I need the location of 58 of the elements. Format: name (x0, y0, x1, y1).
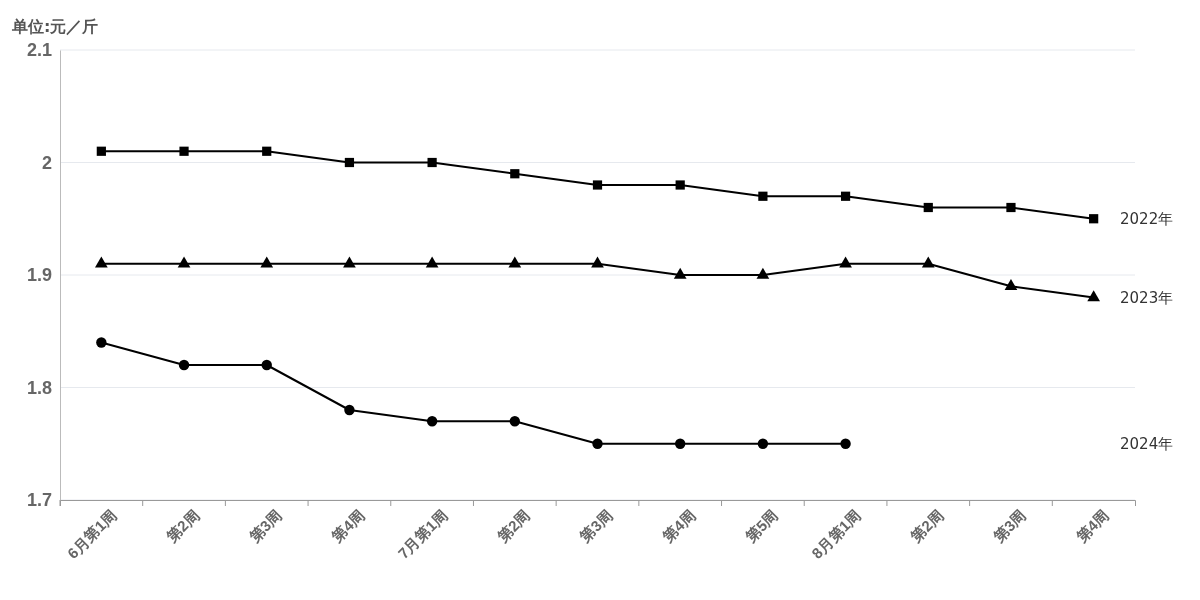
x-tick-label: 第2周 (906, 506, 947, 547)
x-tick-label: 第5周 (741, 506, 782, 547)
point (921, 256, 935, 268)
point (260, 256, 274, 268)
y-tick-label: 1.9 (26, 265, 52, 286)
y-tick-label: 1.8 (26, 377, 52, 398)
y-tick-label: 2.1 (26, 40, 52, 61)
point (673, 267, 687, 279)
point (262, 146, 272, 156)
x-tick-label: 8月第1周 (808, 506, 864, 562)
point (427, 157, 437, 168)
point (1089, 214, 1099, 224)
x-tick-label: 第3周 (245, 506, 285, 547)
point (508, 256, 522, 268)
x-tick-label: 第4周 (327, 506, 368, 547)
point (758, 191, 768, 201)
x-tick-label: 第4周 (1072, 506, 1112, 547)
y-tick-label: 2 (41, 152, 52, 173)
point (592, 180, 603, 190)
series-label: 2022年 (1120, 210, 1174, 228)
x-tick-label: 第4周 (658, 506, 699, 547)
point (1006, 202, 1016, 213)
x-tick-label: 第2周 (493, 506, 534, 547)
point (344, 157, 355, 168)
point (177, 256, 191, 268)
x-tick-label: 6月第1周 (63, 506, 120, 562)
x-tick-label: 第2周 (162, 506, 203, 547)
point (178, 359, 190, 371)
x-tick-label: 第3周 (989, 506, 1030, 547)
point (923, 202, 933, 213)
point (179, 146, 189, 156)
point (344, 404, 355, 416)
point (840, 191, 851, 201)
point (1004, 278, 1018, 290)
point (592, 438, 603, 449)
point (426, 416, 438, 427)
point (757, 438, 769, 449)
point (1087, 290, 1101, 302)
point (343, 256, 356, 268)
point (509, 416, 521, 427)
point (510, 169, 520, 179)
point (674, 438, 686, 449)
point (840, 438, 851, 449)
x-tick-label: 7月第1周 (394, 506, 451, 562)
y-tick-label: 1.7 (26, 490, 52, 511)
point (261, 359, 272, 371)
point (591, 256, 604, 268)
point (425, 256, 439, 268)
point (756, 267, 770, 279)
x-tick-label: 第3周 (575, 506, 616, 547)
point (94, 256, 108, 268)
point (96, 146, 106, 156)
point (675, 180, 685, 190)
point (839, 256, 852, 268)
series-label: 2023年 (1120, 288, 1174, 307)
point (96, 337, 107, 348)
y-axis-title: 单位:元／斤 (11, 17, 99, 36)
text: 2024年 (1120, 435, 1174, 453)
